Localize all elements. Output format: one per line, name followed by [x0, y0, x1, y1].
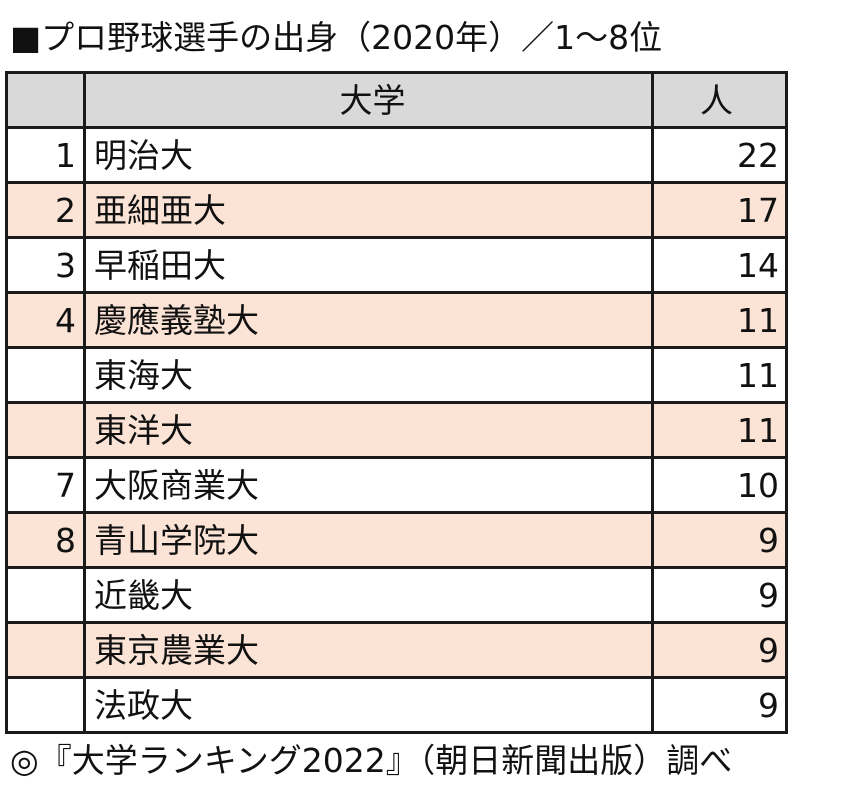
count-cell: 11	[651, 401, 788, 459]
count-cell: 9	[651, 566, 788, 624]
table-header-row: 大学 人	[5, 71, 788, 129]
header-rank	[5, 71, 86, 129]
page-title: ■プロ野球選手の出身（2020年）／1〜8位	[10, 18, 663, 57]
rank-cell: 8	[5, 511, 86, 569]
rank-cell	[5, 621, 86, 679]
table-row: 近畿大 9	[5, 566, 788, 624]
university-cell: 東京農業大	[83, 621, 654, 679]
university-cell: 慶應義塾大	[83, 291, 654, 349]
source-note: ◎『大学ランキング2022』（朝日新聞出版）調べ	[10, 741, 733, 780]
university-cell: 近畿大	[83, 566, 654, 624]
count-cell: 9	[651, 621, 788, 679]
rank-cell	[5, 346, 86, 404]
table-row: 4 慶應義塾大 11	[5, 291, 788, 349]
ranking-table: 大学 人 1 明治大 22 2 亜細亜大 17 3 早稲田大 14 4 慶應義塾…	[5, 71, 788, 734]
rank-cell: 4	[5, 291, 86, 349]
count-cell: 9	[651, 676, 788, 734]
rank-cell: 3	[5, 236, 86, 294]
university-cell: 法政大	[83, 676, 654, 734]
table-row: 7 大阪商業大 10	[5, 456, 788, 514]
table-row: 法政大 9	[5, 676, 788, 734]
table-row: 3 早稲田大 14	[5, 236, 788, 294]
rank-cell: 1	[5, 126, 86, 184]
rank-cell: 7	[5, 456, 86, 514]
rank-cell	[5, 566, 86, 624]
table-row: 2 亜細亜大 17	[5, 181, 788, 239]
university-cell: 東海大	[83, 346, 654, 404]
table-row: 東洋大 11	[5, 401, 788, 459]
header-count: 人	[651, 71, 788, 129]
table-row: 8 青山学院大 9	[5, 511, 788, 569]
count-cell: 11	[651, 346, 788, 404]
table-row: 1 明治大 22	[5, 126, 788, 184]
count-cell: 9	[651, 511, 788, 569]
header-university: 大学	[83, 71, 654, 129]
university-cell: 亜細亜大	[83, 181, 654, 239]
university-cell: 青山学院大	[83, 511, 654, 569]
rank-cell	[5, 676, 86, 734]
count-cell: 11	[651, 291, 788, 349]
count-cell: 17	[651, 181, 788, 239]
table-row: 東海大 11	[5, 346, 788, 404]
university-cell: 明治大	[83, 126, 654, 184]
university-cell: 東洋大	[83, 401, 654, 459]
count-cell: 14	[651, 236, 788, 294]
table-row: 東京農業大 9	[5, 621, 788, 679]
count-cell: 22	[651, 126, 788, 184]
rank-cell: 2	[5, 181, 86, 239]
university-cell: 早稲田大	[83, 236, 654, 294]
rank-cell	[5, 401, 86, 459]
count-cell: 10	[651, 456, 788, 514]
university-cell: 大阪商業大	[83, 456, 654, 514]
